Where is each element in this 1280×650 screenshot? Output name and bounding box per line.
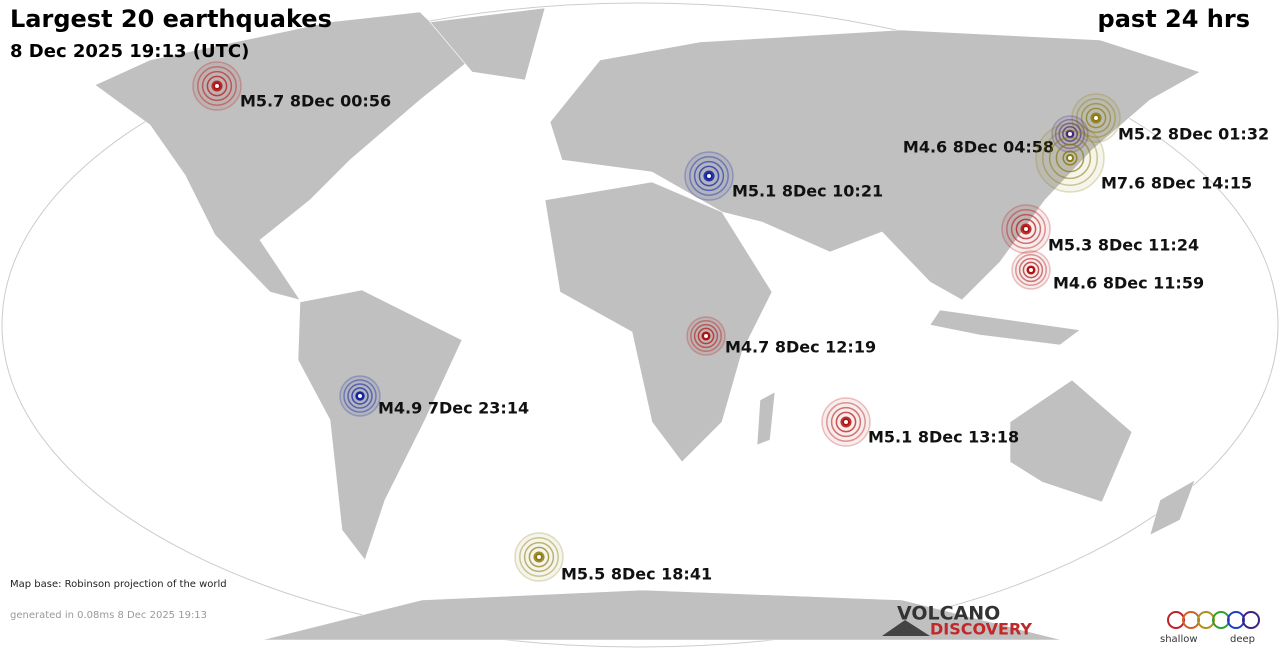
quake-marker (1071, 93, 1121, 143)
quake-label: M5.1 8Dec 10:21 (732, 182, 883, 201)
quake-label: M5.3 8Dec 11:24 (1048, 236, 1199, 255)
quake-marker (821, 397, 871, 447)
quake-ring (1090, 112, 1102, 124)
quake-marker (684, 151, 734, 201)
quake-label: M4.9 7Dec 23:14 (378, 399, 529, 418)
period: past 24 hrs (1098, 5, 1250, 33)
quake-label: M7.6 8Dec 14:15 (1101, 174, 1252, 193)
quake-ring (351, 387, 369, 405)
generated: generated in 0.08ms 8 Dec 2025 19:13 (10, 610, 207, 621)
quake-ring (1015, 254, 1047, 286)
quake-ring (1076, 98, 1116, 138)
quake-ring (690, 320, 722, 352)
quake-ring (347, 383, 373, 409)
quake-ring (1080, 102, 1112, 134)
quake-ring (840, 416, 852, 428)
quake-marker (339, 375, 381, 417)
quake-marker (1011, 250, 1051, 290)
quake-ring (697, 327, 715, 345)
logo-line1: VOLCANO (897, 603, 1000, 625)
quake-ring (1018, 257, 1044, 283)
quake-marker (1035, 123, 1105, 193)
legend-deep: deep (1230, 634, 1255, 645)
quake-label: M4.6 8Dec 11:59 (1053, 274, 1204, 293)
logo-line2: DISCOVERY (930, 620, 1032, 639)
quake-ring (533, 551, 545, 563)
quake-dot (356, 392, 364, 400)
quake-ring (1015, 218, 1037, 240)
quake-ring (698, 165, 720, 187)
quake-ring (835, 411, 857, 433)
quake-ring (201, 70, 233, 102)
quake-label: M4.7 8Dec 12:19 (725, 338, 876, 357)
quake-ring (206, 75, 228, 97)
quake-marker (686, 316, 726, 356)
title: Largest 20 earthquakes (10, 5, 332, 33)
quake-ring (1022, 261, 1040, 279)
quake-marker (514, 532, 564, 582)
quake-ring (1062, 150, 1078, 166)
quake-ring (1054, 118, 1086, 150)
datetime: 8 Dec 2025 19:13 (UTC) (10, 41, 249, 62)
quake-ring (689, 156, 729, 196)
quake-ring (693, 323, 719, 349)
quake-dot (1022, 225, 1030, 233)
quake-ring (528, 546, 550, 568)
quake-dot (1066, 154, 1074, 162)
quake-ring (830, 406, 862, 438)
quake-marker (1001, 204, 1051, 254)
quake-ring (1042, 130, 1098, 186)
quake-ring (197, 66, 237, 106)
quake-dot (705, 172, 713, 180)
quake-ring (519, 537, 559, 577)
quake-dot (702, 332, 710, 340)
quake-ring (1010, 213, 1042, 245)
quake-label: M5.1 8Dec 13:18 (868, 428, 1019, 447)
depth-legend (1167, 611, 1260, 629)
quake-ring (826, 402, 866, 442)
quakes: M5.7 8Dec 00:56 M5.2 8Dec 01:32 M4.6 8Dec … (192, 61, 1269, 584)
land (94, 7, 1201, 641)
quake-dot (1027, 266, 1035, 274)
quake-ring (693, 160, 725, 192)
legend-shallow: shallow (1160, 634, 1198, 645)
quake-dot (535, 553, 543, 561)
quake-ring (1055, 143, 1085, 173)
quake-ring (211, 80, 223, 92)
quake-ring (1048, 136, 1092, 180)
quake-dot (213, 82, 221, 90)
quake-ring (703, 170, 715, 182)
quake-ring (343, 379, 377, 413)
map-base: Map base: Robinson projection of the wor… (10, 579, 227, 590)
quake-ring (1085, 107, 1107, 129)
quake-ring (1006, 209, 1046, 249)
quake-label: M5.5 8Dec 18:41 (561, 565, 712, 584)
quake-label: M5.7 8Dec 00:56 (240, 92, 391, 111)
quake-ring (1020, 223, 1032, 235)
quake-dot (1092, 114, 1100, 122)
quake-dot (842, 418, 850, 426)
quake-label: M4.6 8Dec 04:58 (903, 138, 1054, 157)
quake-ring (523, 541, 555, 573)
quake-label: M5.2 8Dec 01:32 (1118, 125, 1269, 144)
quake-ring (1062, 126, 1078, 142)
logo-icon (882, 620, 930, 636)
quake-marker (192, 61, 242, 111)
